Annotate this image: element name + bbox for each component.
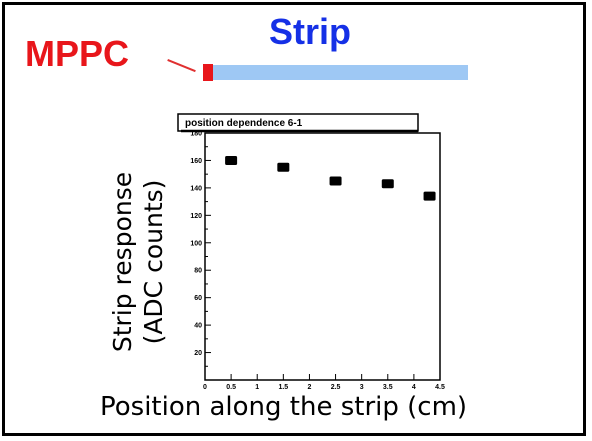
- x-tick-label: 4.5: [435, 384, 445, 391]
- y-tick-label: 60: [194, 295, 202, 302]
- y-tick-label: 80: [194, 268, 202, 275]
- y-tick-label: 100: [190, 240, 202, 247]
- y-tick-label: 160: [190, 158, 202, 165]
- x-tick-label: 3: [360, 384, 364, 391]
- mppc-sensor-block: [203, 64, 213, 81]
- data-point: [423, 191, 436, 201]
- x-tick-label: 1.5: [278, 384, 288, 391]
- x-tick-label: 0.5: [226, 384, 236, 391]
- y-axis-label-line-1: Strip response: [107, 171, 137, 353]
- x-tick-label: 4: [412, 384, 416, 391]
- y-tick-label: 40: [194, 323, 202, 330]
- x-tick-label: 1: [255, 384, 259, 391]
- mppc-label: MPPC: [25, 33, 130, 74]
- y-axis-label-line-2: (ADC counts): [139, 179, 168, 345]
- data-point: [225, 155, 238, 165]
- y-axis-label: Strip response (ADC counts): [107, 92, 170, 432]
- strip-label: Strip: [269, 11, 352, 52]
- plot-frame: [204, 132, 441, 381]
- y-tick-label: 20: [194, 350, 202, 357]
- strip-bar: [213, 65, 468, 80]
- x-tick-label: 2: [307, 384, 311, 391]
- y-tick-label: 120: [190, 213, 202, 220]
- data-point: [381, 179, 394, 189]
- x-tick-label: 3.5: [383, 384, 393, 391]
- x-tick-label: 2.5: [331, 384, 341, 391]
- y-tick-label: 140: [190, 185, 202, 192]
- chart-title: position dependence 6-1: [185, 118, 303, 129]
- data-point: [329, 176, 342, 186]
- y-tick-label: 180: [190, 131, 202, 138]
- x-axis-label: Position along the strip (cm): [100, 392, 468, 422]
- data-point: [277, 162, 290, 172]
- x-tick-label: 0: [203, 384, 207, 391]
